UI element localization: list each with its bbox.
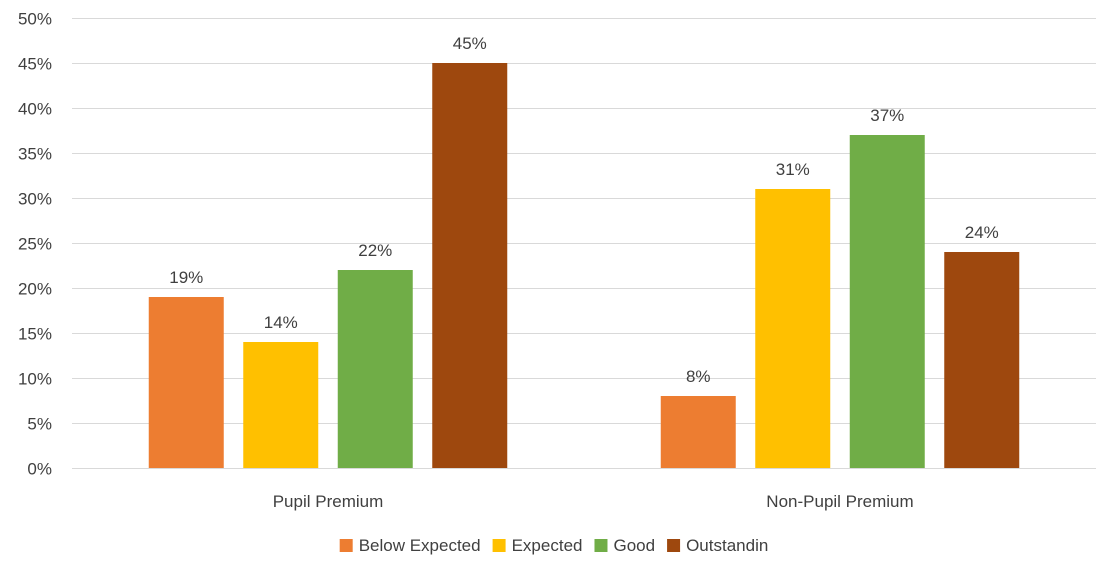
legend-item: Below Expected bbox=[339, 536, 481, 555]
legend-label: Outstandin bbox=[686, 536, 768, 555]
x-axis-category-labels: Pupil Premium Non-Pupil Premium bbox=[273, 492, 914, 511]
data-label: 37% bbox=[870, 106, 904, 125]
bar-good bbox=[337, 270, 413, 468]
bars bbox=[148, 63, 1020, 468]
legend-swatch bbox=[667, 539, 681, 552]
data-label: 45% bbox=[453, 34, 487, 53]
y-tick-label: 30% bbox=[18, 190, 52, 209]
y-tick-label: 15% bbox=[18, 325, 52, 344]
gridlines bbox=[72, 18, 1096, 469]
bar-outstandin bbox=[944, 252, 1020, 468]
legend: Below Expected Expected Good Outstandin bbox=[339, 536, 768, 555]
y-tick-label: 0% bbox=[27, 460, 52, 479]
y-tick-label: 5% bbox=[27, 415, 52, 434]
x-category-label: Non-Pupil Premium bbox=[766, 492, 913, 511]
legend-swatch bbox=[339, 539, 353, 552]
bar-expected bbox=[243, 342, 319, 468]
y-tick-label: 20% bbox=[18, 280, 52, 299]
data-label: 14% bbox=[264, 313, 298, 332]
legend-label: Below Expected bbox=[359, 536, 481, 555]
legend-swatch bbox=[492, 539, 506, 552]
y-tick-label: 45% bbox=[18, 55, 52, 74]
y-tick-label: 10% bbox=[18, 370, 52, 389]
y-tick-label: 35% bbox=[18, 145, 52, 164]
legend-label: Good bbox=[613, 536, 655, 555]
data-label: 22% bbox=[358, 241, 392, 260]
data-label: 31% bbox=[776, 160, 810, 179]
y-tick-label: 50% bbox=[18, 10, 52, 29]
bar-below-expected bbox=[148, 297, 224, 468]
bar-below-expected bbox=[660, 396, 736, 468]
y-axis-tick-labels: 0% 5% 10% 15% 20% 25% 30% 35% 40% 45% 50% bbox=[18, 10, 52, 479]
data-labels: 19% 14% 22% 45% 8% 31% 37% 24% bbox=[169, 34, 999, 386]
legend-swatch bbox=[594, 539, 608, 552]
bar-outstandin bbox=[432, 63, 508, 468]
bar-good bbox=[849, 135, 925, 468]
data-label: 8% bbox=[686, 367, 711, 386]
legend-item: Expected bbox=[492, 536, 583, 555]
data-label: 19% bbox=[169, 268, 203, 287]
legend-item: Outstandin bbox=[667, 536, 768, 555]
data-label: 24% bbox=[965, 223, 999, 242]
legend-item: Good bbox=[594, 536, 655, 555]
bar-expected bbox=[755, 189, 831, 468]
legend-label: Expected bbox=[512, 536, 583, 555]
x-category-label: Pupil Premium bbox=[273, 492, 384, 511]
y-tick-label: 25% bbox=[18, 235, 52, 254]
y-tick-label: 40% bbox=[18, 100, 52, 119]
